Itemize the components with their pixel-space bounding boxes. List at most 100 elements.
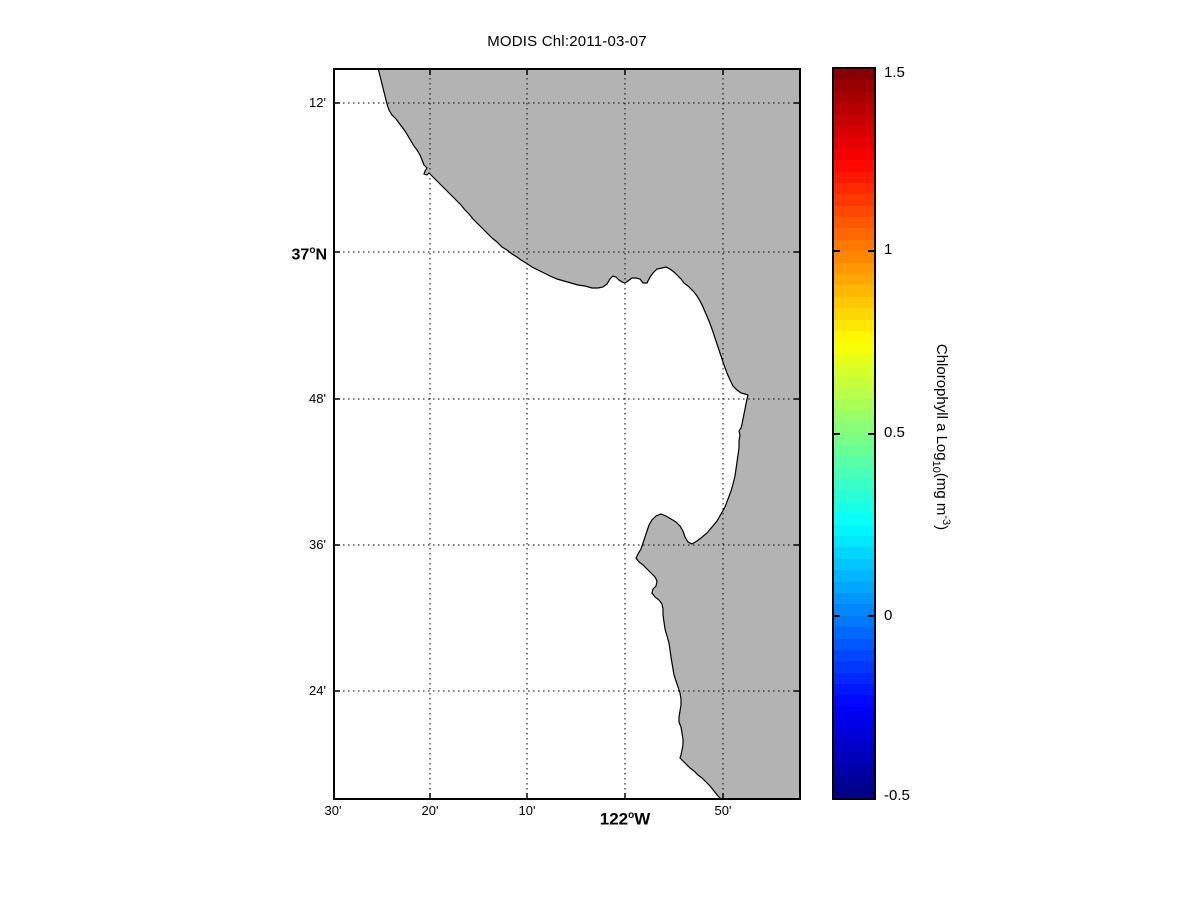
lat-tick-12min: 12' bbox=[309, 95, 326, 110]
colorbar-band bbox=[834, 330, 874, 343]
colorbar-band bbox=[834, 148, 874, 161]
colorbar-band bbox=[834, 786, 874, 798]
colorbar-band bbox=[834, 274, 874, 286]
colorbar-band bbox=[834, 490, 874, 502]
lon-tick-20min: 20' bbox=[421, 803, 439, 818]
lon-tick-10min: 10' bbox=[518, 803, 536, 818]
colorbar-band bbox=[834, 638, 874, 650]
colorbar-band bbox=[834, 353, 874, 366]
colorbar-band bbox=[834, 570, 874, 582]
colorbar-band bbox=[834, 684, 874, 696]
colorbar-band bbox=[834, 205, 874, 218]
colorbar-band bbox=[834, 763, 874, 776]
colorbar-axis-label: Chlorophyll a Log10(mg m-3) bbox=[930, 344, 952, 530]
plot-title: MODIS Chl:2011-03-07 bbox=[487, 33, 647, 50]
colorbar-band bbox=[834, 695, 874, 707]
colorbar-band bbox=[834, 308, 874, 320]
colorbar-band bbox=[834, 91, 874, 104]
colorbar-band bbox=[834, 581, 874, 593]
colorbar-band bbox=[834, 604, 874, 616]
colorbar-band bbox=[834, 296, 874, 309]
lon-tick-30min: 30' bbox=[324, 803, 342, 818]
colorbar-band bbox=[834, 171, 874, 183]
colorbar-band bbox=[834, 524, 874, 537]
colorbar-band bbox=[834, 239, 874, 252]
colorbar-band bbox=[834, 456, 874, 468]
colorbar-band bbox=[834, 365, 874, 377]
colorbar bbox=[832, 67, 876, 800]
colorbar-band bbox=[834, 251, 874, 263]
lon-deg-value: 122 bbox=[599, 809, 629, 829]
lat-tick-48min: 48' bbox=[309, 391, 326, 406]
colorbar-tick-mark bbox=[834, 615, 840, 617]
land-polygon bbox=[377, 68, 801, 800]
lon-tick-122W: 122oW bbox=[575, 806, 675, 830]
colorbar-band bbox=[834, 513, 874, 525]
colorbar-tick-mark bbox=[834, 433, 840, 435]
lat-tick-24min: 24' bbox=[309, 683, 326, 698]
lat-hemisphere: N bbox=[315, 246, 327, 264]
colorbar-band bbox=[834, 706, 874, 719]
colorbar-band bbox=[834, 160, 874, 172]
colorbar-band bbox=[834, 410, 874, 423]
lon-tick-50min: 50' bbox=[714, 803, 732, 818]
lat-tick-37N: 37oN bbox=[227, 241, 327, 265]
colorbar-band bbox=[834, 718, 874, 730]
plot-frame bbox=[333, 68, 801, 800]
degree-symbol: o bbox=[309, 245, 316, 256]
colorbar-band bbox=[834, 194, 874, 206]
colorbar-band bbox=[834, 182, 874, 195]
colorbar-band bbox=[834, 615, 874, 628]
colorbar-band bbox=[834, 103, 874, 115]
colorbar-tick-mark bbox=[868, 615, 874, 617]
colorbar-band bbox=[834, 501, 874, 514]
colorbar-band bbox=[834, 285, 874, 297]
colorbar-tick-0p5: 0.5 bbox=[884, 424, 905, 441]
colorbar-label-superscript: -3 bbox=[940, 515, 952, 526]
colorbar-band bbox=[834, 752, 874, 764]
colorbar-band bbox=[834, 69, 874, 81]
colorbar-tick-1p5: 1.5 bbox=[884, 64, 905, 81]
colorbar-tick-m0p5: -0.5 bbox=[884, 787, 910, 804]
colorbar-band bbox=[834, 387, 874, 400]
colorbar-band bbox=[834, 422, 874, 434]
map-plot bbox=[333, 68, 801, 800]
colorbar-band bbox=[834, 741, 874, 753]
colorbar-band bbox=[834, 80, 874, 92]
colorbar-band bbox=[834, 433, 874, 445]
colorbar-tick-mark bbox=[868, 433, 874, 435]
colorbar-band bbox=[834, 479, 874, 491]
colorbar-band bbox=[834, 592, 874, 605]
colorbar-band bbox=[834, 444, 874, 457]
colorbar-band bbox=[834, 672, 874, 685]
lon-hemisphere: W bbox=[634, 809, 651, 829]
colorbar-band bbox=[834, 137, 874, 149]
colorbar-band bbox=[834, 649, 874, 662]
colorbar-band bbox=[834, 536, 874, 548]
colorbar-band bbox=[834, 262, 874, 275]
colorbar-label-prefix: Chlorophyll a Log bbox=[933, 343, 950, 461]
colorbar-band bbox=[834, 467, 874, 480]
colorbar-band bbox=[834, 114, 874, 126]
colorbar-band bbox=[834, 661, 874, 673]
colorbar-band bbox=[834, 547, 874, 559]
colorbar-band bbox=[834, 627, 874, 639]
lat-deg-value: 37 bbox=[291, 246, 310, 264]
colorbar-band bbox=[834, 125, 874, 138]
colorbar-band bbox=[834, 399, 874, 411]
colorbar-band bbox=[834, 342, 874, 354]
colorbar-gradient bbox=[834, 69, 874, 798]
colorbar-band bbox=[834, 558, 874, 571]
colorbar-tick-mark bbox=[834, 250, 840, 252]
colorbar-label-mid: (mg m bbox=[933, 472, 950, 516]
colorbar-band bbox=[834, 376, 874, 388]
colorbar-band bbox=[834, 217, 874, 229]
colorbar-label-subscript: 10 bbox=[930, 460, 942, 473]
colorbar-tick-1: 1 bbox=[884, 241, 893, 258]
map-svg bbox=[333, 68, 801, 800]
lat-tick-36min: 36' bbox=[309, 537, 326, 552]
colorbar-band bbox=[834, 775, 874, 787]
colorbar-tick-0: 0 bbox=[884, 607, 893, 624]
colorbar-band bbox=[834, 228, 874, 240]
